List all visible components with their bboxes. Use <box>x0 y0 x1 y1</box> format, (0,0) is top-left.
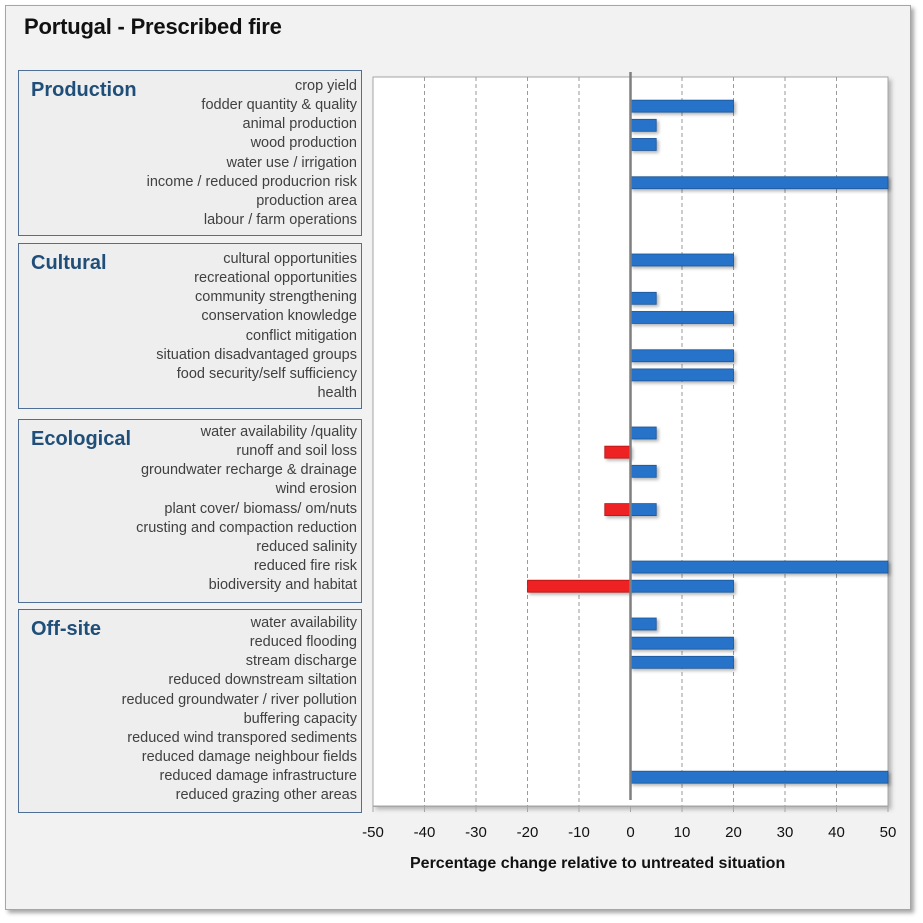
bar-positive <box>630 291 657 305</box>
x-axis: -50 -40 -30 -20 -10 0 10 20 30 40 50 <box>362 806 896 841</box>
row-label: labour / farm operations <box>203 212 357 229</box>
row-label: reduced salinity <box>256 538 357 555</box>
bar-positive <box>630 426 657 440</box>
group-title: Ecological <box>31 428 132 450</box>
bar-positive <box>630 311 734 324</box>
row-label: crop yield <box>294 78 357 94</box>
group-box-cultural: Cultural <box>18 243 362 409</box>
row-label: production area <box>256 192 357 209</box>
x-tick-label: 50 <box>880 824 897 841</box>
x-tick-label: 20 <box>725 824 742 841</box>
bar-positive <box>630 118 657 132</box>
x-tick-label: 30 <box>777 824 794 841</box>
row-label: water availability /quality <box>200 424 357 440</box>
row-label: health <box>317 385 357 402</box>
row-label: situation disadvantaged groups <box>156 346 357 363</box>
row-label: reduced wind transpored sediments <box>127 729 357 746</box>
x-tick-label: -10 <box>568 824 590 841</box>
x-axis-title: Percentage change relative to untreated … <box>410 855 786 872</box>
bar-positive <box>630 176 889 190</box>
bar-positive <box>630 503 657 517</box>
row-label: water availability <box>250 615 357 631</box>
row-label: conflict mitigation <box>245 327 357 344</box>
row-label: stream discharge <box>245 653 357 670</box>
row-label: wind erosion <box>275 481 357 498</box>
row-label: income / reduced producrion risk <box>146 173 357 190</box>
row-label: animal production <box>242 116 357 133</box>
row-label: runoff and soil loss <box>236 443 357 460</box>
group-box-off-site: Off-site <box>18 609 362 813</box>
row-label: groundwater recharge & drainage <box>140 462 357 479</box>
bar-positive <box>630 349 734 363</box>
x-tick-label: -20 <box>517 824 539 841</box>
row-label: reduced fire risk <box>253 558 357 575</box>
row-label: crusting and compaction reduction <box>136 519 357 536</box>
bar-negative <box>604 503 631 517</box>
group-title: Production <box>31 79 137 101</box>
bar-positive <box>630 253 734 267</box>
row-label: fodder quantity & quality <box>201 97 357 114</box>
row-label: reduced flooding <box>249 634 357 651</box>
x-tick-label: -40 <box>414 824 436 841</box>
row-label: water use / irrigation <box>226 154 357 171</box>
bar-positive <box>630 636 734 650</box>
bar-positive <box>630 770 889 784</box>
bar-negative <box>527 579 631 593</box>
row-label: biodiversity and habitat <box>208 577 357 594</box>
row-label: wood production <box>250 135 357 152</box>
row-label: reduced damage infrastructure <box>159 768 357 785</box>
bar-positive <box>630 560 889 574</box>
chart-title: Portugal - Prescribed fire <box>24 14 282 39</box>
gridlines <box>424 77 837 806</box>
row-label: cultural opportunities <box>223 251 357 267</box>
row-label: buffering capacity <box>243 710 357 727</box>
bar-positive <box>630 138 657 151</box>
row-label: reduced downstream siltation <box>168 672 357 689</box>
row-label: conservation knowledge <box>201 308 357 325</box>
bar-positive <box>630 464 657 478</box>
bar-positive <box>630 368 734 382</box>
bar-positive <box>630 617 657 631</box>
x-tick-label: -30 <box>465 824 487 841</box>
row-label: reduced groundwater / river pollution <box>121 691 357 708</box>
group-box-ecological: Ecological <box>18 419 362 603</box>
group-title: Off-site <box>31 618 101 640</box>
bar-positive <box>630 99 734 113</box>
row-label: food security/self sufficiency <box>176 365 357 382</box>
bar-positive <box>630 655 734 669</box>
bar-negative <box>604 445 631 459</box>
row-label: recreational opportunities <box>194 270 357 287</box>
bar-positive <box>630 579 734 593</box>
x-tick-label: 10 <box>674 824 691 841</box>
x-tick-label: -50 <box>362 824 384 841</box>
row-label: reduced damage neighbour fields <box>141 749 357 766</box>
bars <box>527 72 889 800</box>
row-label: plant cover/ biomass/ om/nuts <box>164 500 357 517</box>
x-tick-label: 40 <box>828 824 845 841</box>
group-box-production: Production <box>18 70 362 236</box>
row-label: community strengthening <box>195 289 357 306</box>
x-tick-label: 0 <box>626 824 634 841</box>
row-label: reduced grazing other areas <box>175 787 357 804</box>
group-title: Cultural <box>31 252 107 274</box>
